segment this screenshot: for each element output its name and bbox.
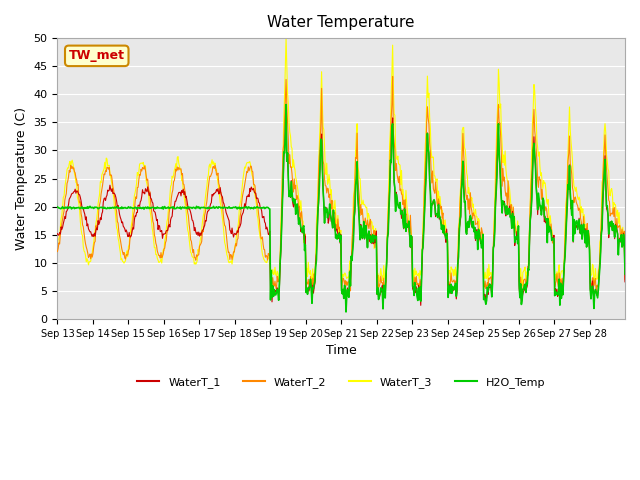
Title: Water Temperature: Water Temperature	[268, 15, 415, 30]
Y-axis label: Water Temperature (C): Water Temperature (C)	[15, 107, 28, 250]
Text: TW_met: TW_met	[68, 49, 125, 62]
X-axis label: Time: Time	[326, 344, 356, 357]
Legend: WaterT_1, WaterT_2, WaterT_3, H2O_Temp: WaterT_1, WaterT_2, WaterT_3, H2O_Temp	[133, 372, 550, 392]
